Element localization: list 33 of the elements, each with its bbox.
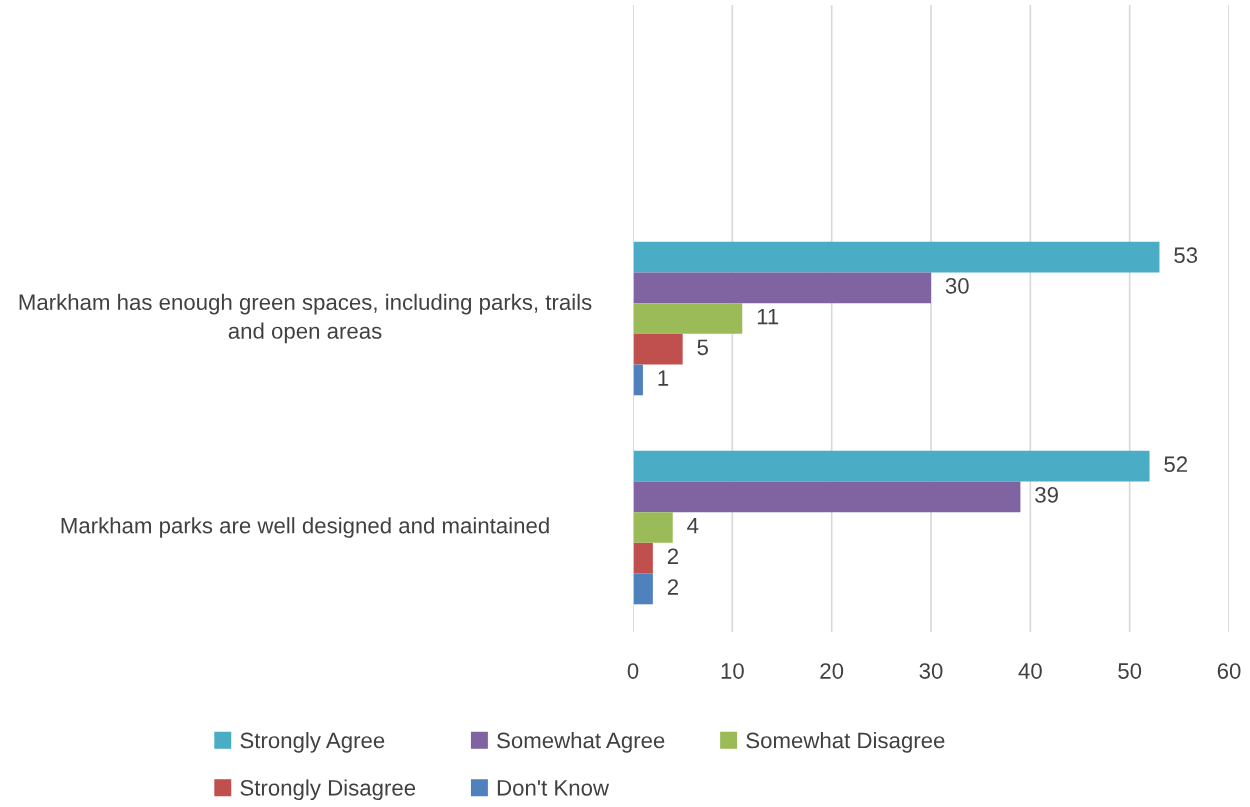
x-tick-label: 60 xyxy=(1217,663,1241,679)
data-label: 4 xyxy=(687,517,699,534)
x-tick-label: 20 xyxy=(820,663,844,679)
data-label: 30 xyxy=(945,278,969,294)
legend-label: Somewhat Agree xyxy=(497,732,665,753)
legend-label: Strongly Disagree xyxy=(240,779,416,801)
legend-label: Don't Know xyxy=(497,780,610,796)
legend-label: Somewhat Disagree xyxy=(746,732,945,753)
bar xyxy=(633,481,1021,513)
bar xyxy=(633,272,931,304)
data-label: 52 xyxy=(1164,456,1188,473)
data-label: 53 xyxy=(1174,247,1198,264)
data-label: 1 xyxy=(658,370,669,386)
x-tick-label: 0 xyxy=(627,663,639,679)
data-label: 2 xyxy=(667,579,678,595)
data-label: 2 xyxy=(667,548,678,564)
y-tick-label: Markham has enough green spaces, including parks, trails and open areas xyxy=(19,293,592,344)
y-tick-label: Markham parks are well designed and maintained xyxy=(61,517,549,538)
bar xyxy=(633,333,683,365)
data-label: 39 xyxy=(1035,487,1058,503)
x-tick-label: 40 xyxy=(1018,663,1042,679)
data-label: 5 xyxy=(697,339,708,356)
x-tick-label: 50 xyxy=(1118,663,1142,679)
bar xyxy=(633,542,653,574)
bar xyxy=(633,512,673,543)
bar xyxy=(633,450,1150,482)
bar xyxy=(633,241,1160,273)
x-tick-label: 30 xyxy=(919,663,943,679)
bar xyxy=(633,573,653,605)
data-label: 11 xyxy=(757,308,779,325)
bar xyxy=(633,303,743,334)
x-tick-label: 10 xyxy=(721,663,744,679)
legend-label: Strongly Agree xyxy=(240,732,385,753)
